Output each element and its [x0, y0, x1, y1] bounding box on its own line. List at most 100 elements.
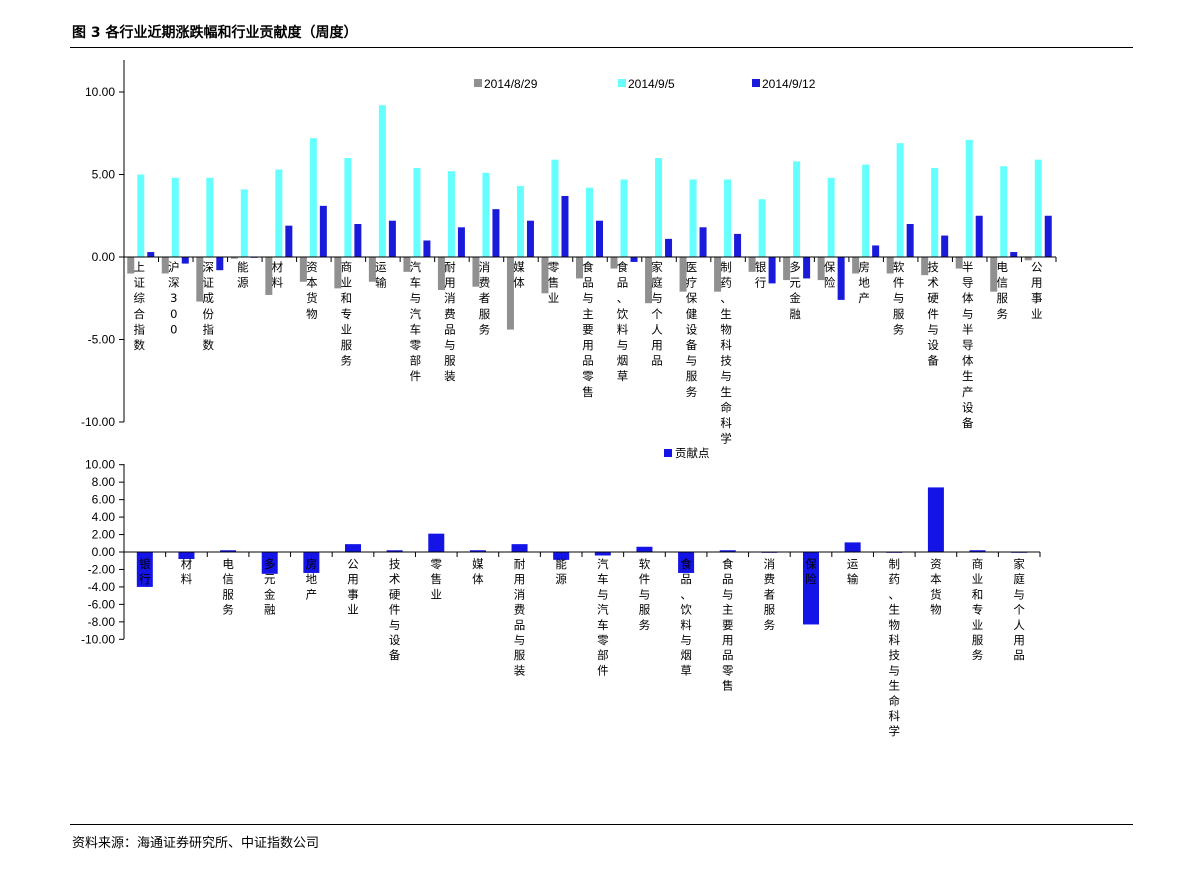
category-label-bottom: 运输: [847, 557, 859, 586]
category-label-char: 个: [1013, 603, 1025, 617]
category-label-char: 保: [686, 291, 698, 305]
category-label-char: 零: [597, 633, 609, 647]
category-label-char: 科: [720, 338, 732, 352]
category-label-char: 业: [431, 587, 443, 601]
category-label-char: 术: [927, 276, 939, 290]
category-label-char: 电: [996, 260, 1008, 274]
bar-1: [783, 257, 791, 281]
category-label-char: 品: [514, 618, 526, 632]
bar-2: [206, 177, 214, 257]
category-label-char: 物: [306, 307, 318, 321]
bar-1: [679, 257, 687, 292]
category-label-char: 业: [972, 572, 984, 586]
category-label-char: 件: [410, 369, 422, 383]
bar-2: [240, 189, 248, 257]
category-label-char: 烟: [680, 648, 692, 662]
category-label-char: 信: [222, 572, 234, 586]
category-label-char: 生: [720, 385, 732, 399]
bar-2: [931, 167, 939, 257]
legend-label: 2014/9/12: [762, 77, 816, 91]
category-label-char: 专: [972, 603, 984, 617]
bar-2: [275, 169, 283, 257]
category-label-char: 输: [847, 572, 859, 586]
category-label-char: 件: [893, 276, 905, 290]
category-label-char: 用: [347, 572, 359, 586]
y-tick-label-top: 10.00: [85, 85, 115, 99]
category-label-char: 、: [720, 291, 732, 305]
bar-2: [1000, 166, 1008, 257]
category-label-char: 制: [889, 557, 901, 571]
category-label-char: 料: [680, 618, 692, 632]
category-label-char: 合: [134, 307, 146, 321]
category-label-char: 产: [306, 587, 318, 601]
y-tick-label-bottom: -4.00: [88, 580, 116, 594]
category-label-char: 与: [1013, 587, 1025, 601]
bar-1: [955, 257, 963, 269]
category-label-char: 汽: [410, 307, 422, 321]
category-label-char: 设: [962, 400, 974, 414]
category-label-char: 与: [927, 322, 939, 336]
category-label-char: 本: [306, 276, 318, 290]
category-label-char: 公: [347, 557, 359, 571]
category-label-char: 命: [720, 400, 732, 414]
category-label-char: 术: [389, 572, 401, 586]
category-label-char: 源: [555, 572, 567, 586]
category-label-char: 零: [410, 338, 422, 352]
category-label-char: 生: [962, 369, 974, 383]
category-label-char: 银: [755, 260, 767, 274]
category-label-char: 数: [203, 338, 215, 352]
bar-2: [896, 143, 904, 257]
category-label-char: 备: [686, 338, 698, 352]
bar-3: [388, 220, 396, 257]
category-label-char: 3: [170, 291, 177, 305]
category-label-char: 品: [444, 322, 456, 336]
contribution-bar: [386, 550, 403, 552]
category-label-char: 金: [264, 587, 276, 601]
category-label-char: 与: [962, 307, 974, 321]
category-label-char: 证: [134, 276, 146, 290]
category-label-char: 源: [237, 276, 249, 290]
bar-3: [526, 220, 534, 257]
category-label-char: 医: [686, 260, 698, 274]
bar-3: [147, 252, 155, 257]
category-label-char: 与: [720, 369, 732, 383]
category-label-char: 证: [203, 276, 215, 290]
category-label-char: 零: [582, 369, 594, 383]
category-label-top: 保险: [824, 260, 836, 290]
category-label-char: 服: [686, 369, 698, 383]
category-label-char: 保: [824, 260, 836, 274]
category-label-char: 多: [264, 557, 276, 571]
category-label-char: 0: [170, 307, 177, 321]
category-label-char: 科: [889, 709, 901, 723]
bar-1: [161, 257, 169, 274]
y-tick-label-bottom: 0.00: [92, 545, 116, 559]
category-label-top: 媒体: [513, 260, 525, 290]
title-rule: [70, 47, 1133, 48]
category-label-bottom: 零售业: [431, 557, 443, 601]
category-label-char: 信: [996, 276, 1008, 290]
category-label-char: 输: [375, 276, 387, 290]
category-label-char: 件: [639, 572, 651, 586]
category-label-char: 物: [889, 618, 901, 632]
category-label-char: 与: [514, 633, 526, 647]
category-label-char: 车: [597, 618, 609, 632]
category-label-char: 服: [996, 291, 1008, 305]
category-label-char: 品: [582, 276, 594, 290]
category-label-char: 务: [893, 322, 905, 336]
category-label-char: 务: [639, 618, 651, 632]
contribution-bar: [345, 544, 361, 552]
category-label-char: 、: [680, 587, 692, 601]
category-label-char: 与: [686, 354, 698, 368]
category-label-char: 服: [341, 338, 353, 352]
bar-3: [768, 257, 776, 284]
bar-2: [447, 171, 455, 257]
category-label-char: 人: [651, 322, 663, 336]
